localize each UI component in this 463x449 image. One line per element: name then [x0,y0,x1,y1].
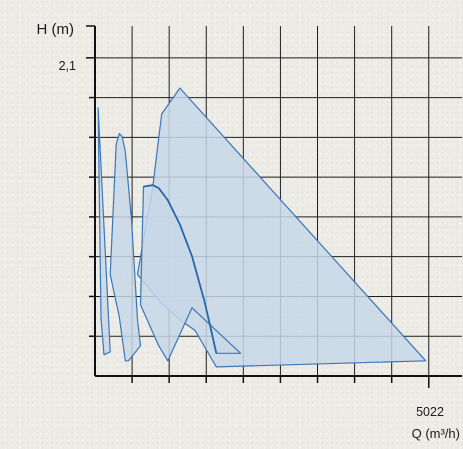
series-areas [97,87,427,368]
series-area-2 [109,133,142,362]
x-tick-label: 5022 [416,405,444,419]
overlay-curve-group [143,184,218,354]
y-tick-label: 2,1 [59,59,76,73]
axes [86,25,462,388]
series-area-1 [97,107,111,356]
y-axis-label: H (m) [37,21,75,38]
x-axis-label: Q (m³/h) [412,426,460,441]
overlay-curve [143,184,218,354]
